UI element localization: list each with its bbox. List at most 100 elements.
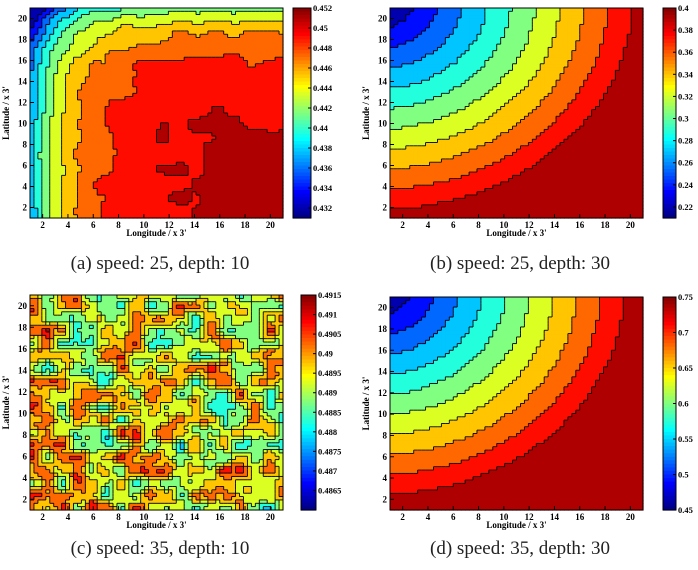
x-tick-label: 14 (190, 512, 200, 522)
colorbar-tick-label: 0.3 (678, 114, 689, 124)
colorbar-tick-label: 0.446 (313, 63, 332, 73)
colorbar-tick-label: 0.438 (313, 143, 332, 153)
x-tick-label: 14 (550, 220, 560, 230)
x-tick-label: 4 (66, 220, 71, 230)
x-tick-label: 16 (215, 512, 225, 522)
y-tick-label: 4 (23, 182, 28, 192)
y-tick-label: 14 (18, 365, 28, 375)
x-tick-label: 4 (66, 512, 71, 522)
y-tick-label: 8 (23, 140, 28, 150)
x-tick-label: 6 (91, 512, 96, 522)
x-tick-label: 20 (266, 512, 276, 522)
colorbar-tick-label: 0.44 (313, 123, 329, 133)
y-tick-label: 16 (18, 56, 28, 66)
colorbar-tick-label: 0.434 (313, 183, 333, 193)
y-tick-label: 10 (378, 119, 388, 129)
y-tick-label: 18 (18, 322, 28, 332)
colorbar-tick-label: 0.36 (678, 47, 693, 57)
x-tick-label: 2 (400, 220, 405, 230)
y-tick-label: 20 (378, 14, 388, 24)
x-tick-label: 20 (626, 220, 636, 230)
colorbar-tick-label: 0.4865 (318, 485, 341, 495)
y-tick-label: 12 (378, 388, 388, 398)
y-tick-label: 10 (18, 408, 28, 418)
colorbar-tick-label: 0.55 (678, 434, 693, 444)
y-tick-label: 6 (383, 452, 388, 462)
colorbar-tick-label: 0.489 (318, 388, 337, 398)
x-tick-label: 8 (476, 512, 481, 522)
x-tick-label: 14 (190, 220, 200, 230)
colorbar-tick-label: 0.436 (313, 163, 332, 173)
colorbar: 0.40.380.360.340.320.30.280.260.240.22 (663, 3, 694, 219)
y-tick-label: 6 (23, 451, 28, 461)
y-tick-label: 14 (18, 77, 28, 87)
colorbar-tick-label: 0.5 (678, 470, 689, 480)
y-tick-label: 10 (378, 409, 388, 419)
y-tick-label: 2 (23, 494, 28, 504)
colorbar-tick-label: 0.487 (318, 466, 338, 476)
x-tick-label: 14 (550, 512, 560, 522)
y-axis-label: Latitude / x 3' (1, 86, 11, 140)
y-tick-label: 12 (18, 387, 28, 397)
colorbar-tick-label: 0.4905 (318, 329, 341, 339)
colorbar: 0.750.70.650.60.550.50.45 (663, 292, 693, 515)
colorbar-tick-label: 0.45 (678, 505, 693, 515)
x-tick-label: 20 (626, 512, 636, 522)
x-tick-label: 16 (215, 220, 225, 230)
y-tick-label: 6 (23, 161, 28, 171)
panel-caption: (a) speed: 25, depth: 10 (71, 253, 250, 274)
y-tick-label: 20 (378, 303, 388, 313)
colorbar: 0.452 0.45 0.448 0.446 0.444 0.442 0.44 0.438 0.… (293, 3, 333, 219)
colorbar-tick-label: 0.28 (678, 136, 693, 146)
y-axis-label: Latitude / x 3' (1, 376, 11, 430)
contour-fill (30, 8, 284, 219)
colorbar-tick-label: 0.26 (678, 158, 693, 168)
x-tick-label: 2 (40, 220, 45, 230)
x-axis-label: Longitude / x 3' (126, 228, 186, 238)
x-tick-label: 16 (575, 220, 585, 230)
y-tick-label: 8 (23, 430, 28, 440)
x-tick-label: 4 (426, 220, 431, 230)
colorbar-tick-label: 0.32 (678, 91, 693, 101)
colorbar-tick-label: 0.45 (313, 23, 328, 33)
y-tick-label: 4 (383, 182, 388, 192)
x-axis-label: Longitude / x 3' (486, 520, 546, 530)
y-tick-label: 20 (18, 14, 28, 24)
y-tick-label: 16 (378, 56, 388, 66)
colorbar-tick-label: 0.432 (313, 203, 332, 213)
y-tick-label: 20 (18, 301, 28, 311)
x-tick-label: 2 (40, 512, 45, 522)
colorbar-tick-label: 0.75 (678, 292, 693, 302)
contour-fill (390, 297, 644, 511)
x-tick-label: 2 (400, 512, 405, 522)
colorbar-tick-label: 0.24 (678, 180, 694, 190)
colorbar-tick-label: 0.7 (678, 328, 689, 338)
panel-caption: (c) speed: 35, depth: 10 (71, 538, 250, 559)
colorbar-tick-label: 0.49 (318, 349, 333, 359)
x-tick-label: 4 (426, 512, 431, 522)
x-tick-label: 6 (91, 220, 96, 230)
y-tick-label: 16 (378, 345, 388, 355)
panel-caption: (d) speed: 35, depth: 30 (430, 538, 610, 559)
colorbar-tick-label: 0.34 (678, 69, 694, 79)
y-tick-label: 18 (378, 35, 388, 45)
colorbar-tick-label: 0.65 (678, 363, 693, 373)
y-tick-label: 4 (23, 473, 28, 483)
y-tick-label: 8 (383, 430, 388, 440)
colorbar-tick-label: 0.442 (313, 103, 332, 113)
colorbar-tick-label: 0.448 (313, 43, 332, 53)
colorbar-tick-label: 0.4895 (318, 368, 341, 378)
y-tick-label: 2 (383, 203, 388, 213)
colorbar-tick-label: 0.488 (318, 427, 337, 437)
colorbar-tick-label: 0.444 (313, 83, 333, 93)
x-tick-label: 18 (241, 220, 251, 230)
x-tick-label: 8 (476, 220, 481, 230)
y-tick-label: 14 (378, 367, 388, 377)
colorbar-tick-label: 0.38 (678, 25, 693, 35)
colorbar: 0.49150.4910.49050.490.48950.4890.48850.… (301, 290, 341, 511)
colorbar-tick-label: 0.452 (313, 3, 332, 13)
x-tick-label: 18 (601, 512, 611, 522)
